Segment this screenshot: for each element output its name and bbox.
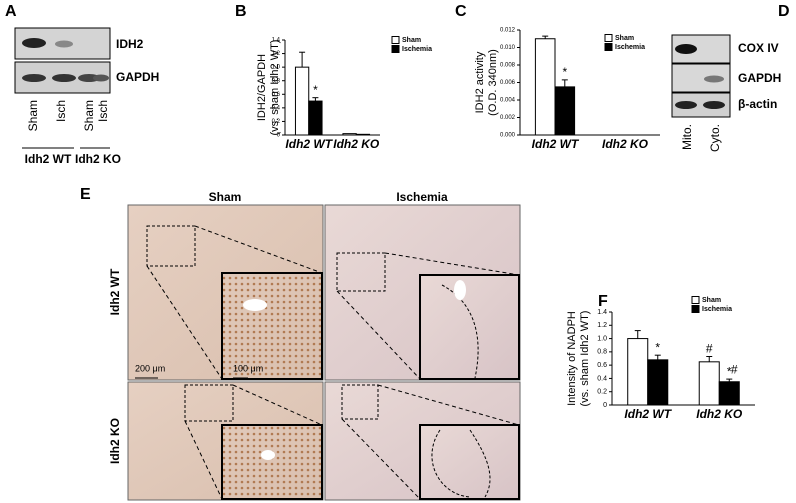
- annotation: *: [727, 364, 732, 378]
- legend-swatch: [691, 296, 700, 304]
- histology: [127, 204, 521, 501]
- y-tick-label: 0: [277, 133, 281, 139]
- annotation: *: [313, 83, 318, 97]
- y-tick-label: 0.6: [272, 92, 281, 98]
- y-axis-label: IDH2/GAPDH: [256, 54, 268, 121]
- panel-label: F: [598, 293, 608, 310]
- row-label: Idh2 WT: [108, 268, 122, 315]
- bar: [534, 38, 556, 136]
- blot-label: IDH2: [116, 37, 144, 51]
- band: [675, 44, 697, 54]
- y-tick-label: 1.2: [597, 322, 607, 329]
- y-tick-label: 0.8: [597, 349, 607, 356]
- y-axis-label: (O.D. 340nm): [487, 49, 499, 116]
- annotation: #: [731, 362, 738, 376]
- band: [55, 40, 73, 48]
- x-tick-label: Idh2 KO: [333, 137, 380, 151]
- x-tick-label: Idh2 WT: [624, 407, 672, 421]
- y-tick-label: 0.4: [597, 375, 607, 382]
- y-tick-label: 0.8: [272, 78, 281, 84]
- legend-label: Ischemia: [402, 46, 432, 53]
- bar: [554, 86, 576, 136]
- y-tick-label: 0.000: [500, 133, 516, 139]
- y-tick-label: 0.012: [500, 28, 516, 34]
- bar: [355, 133, 371, 136]
- y-axis-label: (vs. sham Idh2 WT): [269, 40, 281, 136]
- panel-label: B: [235, 3, 247, 20]
- legend-label: Ischemia: [615, 44, 645, 51]
- panel-label: D: [778, 3, 790, 20]
- y-tick-label: 0.4: [272, 105, 281, 111]
- band: [52, 74, 76, 82]
- y-tick-label: 0.010: [500, 45, 516, 51]
- lane-label: Isch: [96, 100, 110, 122]
- bar: [647, 359, 669, 406]
- blot-label: β-actin: [738, 97, 777, 111]
- blot-label: COX IV: [738, 41, 779, 55]
- bar: [718, 381, 740, 406]
- y-axis-label: IDH2 activity: [474, 51, 486, 113]
- group-label: Idh2 KO: [75, 152, 121, 166]
- column-label: Sham: [209, 190, 242, 204]
- y-tick-label: 0.004: [500, 98, 516, 104]
- band: [22, 38, 46, 48]
- bar: [308, 100, 323, 136]
- y-tick-label: 1.4: [272, 38, 281, 44]
- bar: [698, 361, 720, 406]
- y-tick-label: 0.008: [500, 63, 516, 69]
- group-label: Idh2 WT: [25, 152, 72, 166]
- bar: [294, 66, 310, 136]
- blot-label: GAPDH: [738, 71, 781, 85]
- legend-swatch: [691, 305, 700, 313]
- panel-label: A: [5, 3, 17, 20]
- row-label: Idh2 KO: [108, 418, 122, 464]
- lane-label: Mito.: [680, 124, 694, 150]
- lane-label: Sham: [82, 100, 96, 131]
- legend-swatch: [391, 45, 400, 53]
- x-tick-label: Idh2 KO: [696, 407, 743, 421]
- y-tick-label: 0.002: [500, 115, 516, 121]
- column-label: Ischemia: [396, 190, 448, 204]
- y-axis-label: Intensity of NADPH: [566, 311, 578, 406]
- lane-label: Isch: [54, 100, 68, 122]
- legend-label: Ischemia: [702, 306, 732, 313]
- legend-swatch: [604, 43, 613, 51]
- y-tick-label: 0.2: [272, 119, 281, 125]
- y-tick-label: 1.0: [272, 65, 281, 71]
- legend-label: Sham: [402, 37, 421, 44]
- band: [704, 75, 724, 83]
- legend-label: Sham: [615, 35, 634, 42]
- legend-label: Sham: [702, 297, 721, 304]
- legend-swatch: [391, 36, 400, 44]
- lane-label: Cyto.: [708, 124, 722, 152]
- y-axis-label: (vs. sham Idh2 WT): [579, 311, 591, 407]
- y-tick-label: 1.0: [597, 335, 607, 342]
- annotation: *: [655, 340, 660, 354]
- band: [675, 101, 697, 109]
- y-tick-label: 1.4: [597, 309, 607, 316]
- legend-swatch: [604, 34, 613, 42]
- panel-label: C: [455, 3, 467, 20]
- y-tick-label: 1.2: [272, 51, 281, 57]
- scale-label: 100 μm: [233, 363, 263, 373]
- y-tick-label: 0.2: [597, 389, 607, 396]
- annotation: #: [706, 342, 713, 356]
- scale-label: 200 μm: [135, 363, 165, 373]
- y-tick-label: 0: [603, 402, 607, 409]
- lane-label: Sham: [26, 100, 40, 131]
- annotation: *: [562, 65, 567, 79]
- panel-label: E: [80, 186, 91, 203]
- band: [703, 101, 725, 109]
- band: [93, 74, 109, 82]
- x-tick-label: Idh2 KO: [602, 137, 649, 151]
- y-tick-label: 0.6: [597, 362, 607, 369]
- bar: [342, 133, 357, 136]
- y-tick-label: 0.006: [500, 80, 516, 86]
- blot-label: GAPDH: [116, 70, 159, 84]
- band: [22, 74, 46, 82]
- bar: [627, 338, 649, 406]
- x-tick-label: Idh2 WT: [532, 137, 580, 151]
- x-tick-label: Idh2 WT: [285, 137, 333, 151]
